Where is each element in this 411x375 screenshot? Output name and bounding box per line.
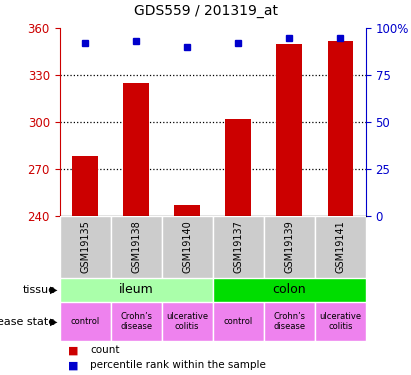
Bar — [213, 278, 366, 302]
Bar — [328, 40, 353, 216]
Bar — [213, 216, 264, 278]
Text: GSM19137: GSM19137 — [233, 220, 243, 273]
Text: ulcerative
colitis: ulcerative colitis — [166, 312, 208, 331]
Bar — [315, 216, 366, 278]
Text: ▶: ▶ — [50, 285, 58, 295]
Text: Crohn’s
disease: Crohn’s disease — [273, 312, 305, 331]
Text: control: control — [70, 317, 100, 326]
Bar — [315, 302, 366, 341]
Text: colon: colon — [272, 283, 306, 296]
Bar — [162, 302, 213, 341]
Bar — [60, 302, 111, 341]
Bar — [60, 278, 213, 302]
Bar — [213, 302, 264, 341]
Text: GSM19135: GSM19135 — [80, 220, 90, 273]
Bar — [264, 302, 315, 341]
Text: percentile rank within the sample: percentile rank within the sample — [90, 360, 266, 370]
Text: Crohn’s
disease: Crohn’s disease — [120, 312, 152, 331]
Text: GSM19141: GSM19141 — [335, 220, 345, 273]
Text: ▶: ▶ — [50, 316, 58, 327]
Text: GSM19139: GSM19139 — [284, 220, 294, 273]
Text: ulcerative
colitis: ulcerative colitis — [319, 312, 361, 331]
Text: GSM19140: GSM19140 — [182, 220, 192, 273]
Bar — [174, 205, 200, 216]
Text: ■: ■ — [68, 360, 79, 370]
Text: GDS559 / 201319_at: GDS559 / 201319_at — [134, 4, 277, 18]
Bar — [264, 216, 315, 278]
Bar — [60, 216, 111, 278]
Bar — [277, 44, 302, 216]
Bar — [226, 119, 251, 216]
Bar — [72, 156, 98, 216]
Bar — [111, 216, 162, 278]
Text: ■: ■ — [68, 345, 79, 355]
Bar — [123, 83, 149, 216]
Text: disease state: disease state — [0, 316, 55, 327]
Text: control: control — [224, 317, 253, 326]
Text: count: count — [90, 345, 120, 355]
Text: ileum: ileum — [119, 283, 154, 296]
Bar — [111, 302, 162, 341]
Text: GSM19138: GSM19138 — [131, 220, 141, 273]
Text: tissue: tissue — [23, 285, 55, 295]
Bar — [162, 216, 213, 278]
